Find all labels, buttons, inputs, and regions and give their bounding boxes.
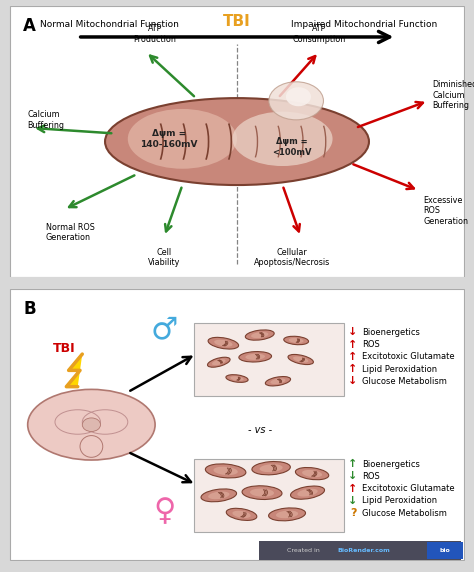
Ellipse shape: [297, 488, 318, 496]
Ellipse shape: [269, 508, 306, 521]
Ellipse shape: [27, 390, 155, 460]
Ellipse shape: [128, 109, 237, 169]
Ellipse shape: [265, 376, 291, 386]
Text: ROS: ROS: [362, 472, 380, 481]
Text: B: B: [23, 300, 36, 317]
Text: TBI: TBI: [223, 14, 251, 29]
Ellipse shape: [82, 418, 100, 431]
Text: BioRender.com: BioRender.com: [337, 548, 390, 553]
Ellipse shape: [232, 112, 333, 166]
Ellipse shape: [284, 336, 309, 345]
Text: - vs -: - vs -: [248, 424, 272, 435]
Ellipse shape: [239, 352, 272, 362]
Text: ↑: ↑: [348, 459, 358, 469]
Text: Bioenergetics: Bioenergetics: [362, 328, 420, 337]
Text: ATP
Production: ATP Production: [134, 25, 176, 44]
Text: ↓: ↓: [348, 496, 358, 506]
Ellipse shape: [246, 353, 265, 360]
Text: Excitotoxic Glutamate: Excitotoxic Glutamate: [362, 352, 455, 362]
Ellipse shape: [302, 470, 322, 477]
Text: bio: bio: [439, 548, 450, 553]
Ellipse shape: [208, 337, 238, 349]
FancyBboxPatch shape: [10, 289, 464, 561]
Ellipse shape: [250, 488, 274, 496]
Ellipse shape: [269, 82, 323, 120]
Text: A: A: [23, 17, 36, 34]
Text: Normal ROS
Generation: Normal ROS Generation: [46, 223, 95, 243]
FancyBboxPatch shape: [427, 542, 463, 559]
Ellipse shape: [288, 355, 313, 364]
FancyBboxPatch shape: [10, 6, 464, 277]
Ellipse shape: [208, 491, 229, 499]
Ellipse shape: [295, 467, 329, 480]
Ellipse shape: [212, 359, 226, 365]
Text: ?: ?: [350, 508, 356, 518]
Text: Lipid Peroxidation: Lipid Peroxidation: [362, 364, 437, 374]
Text: Glucose Metabolism: Glucose Metabolism: [362, 509, 447, 518]
Ellipse shape: [293, 356, 308, 363]
Text: ↑: ↑: [348, 352, 358, 362]
Ellipse shape: [242, 486, 282, 499]
Text: ATP
Consumption: ATP Consumption: [292, 25, 346, 44]
Text: Δψm =
<100mV: Δψm = <100mV: [272, 137, 311, 157]
Ellipse shape: [289, 338, 303, 343]
Text: ↓: ↓: [348, 471, 358, 481]
Text: ↑: ↑: [348, 364, 358, 374]
FancyBboxPatch shape: [194, 323, 344, 396]
Ellipse shape: [201, 489, 237, 502]
Text: Bioenergetics: Bioenergetics: [362, 460, 420, 468]
Ellipse shape: [226, 509, 257, 521]
Text: ↑: ↑: [348, 340, 358, 349]
Ellipse shape: [276, 510, 298, 518]
Text: Δψm =
140-160mV: Δψm = 140-160mV: [140, 129, 198, 149]
Text: Lipid Peroxidation: Lipid Peroxidation: [362, 496, 437, 505]
Text: ↓: ↓: [348, 327, 358, 337]
Ellipse shape: [251, 332, 268, 338]
Polygon shape: [66, 354, 82, 387]
Text: Diminished
Calcium
Buffering: Diminished Calcium Buffering: [433, 81, 474, 110]
Text: ROS: ROS: [362, 340, 380, 349]
Ellipse shape: [214, 340, 233, 347]
Ellipse shape: [80, 436, 103, 458]
Ellipse shape: [208, 358, 230, 367]
Text: Excitotoxic Glutamate: Excitotoxic Glutamate: [362, 484, 455, 493]
Ellipse shape: [286, 88, 311, 106]
Text: Calcium
Buffering: Calcium Buffering: [27, 110, 64, 129]
FancyBboxPatch shape: [194, 459, 344, 532]
Ellipse shape: [232, 511, 251, 518]
Text: ↑: ↑: [348, 483, 358, 494]
Text: ↓: ↓: [348, 376, 358, 386]
Text: Cellular
Apoptosis/Necrosis: Cellular Apoptosis/Necrosis: [254, 248, 330, 267]
Text: Excessive
ROS
Generation: Excessive ROS Generation: [424, 196, 469, 226]
Text: ♂: ♂: [151, 315, 178, 344]
Ellipse shape: [226, 375, 248, 382]
Text: Normal Mitochondrial Function: Normal Mitochondrial Function: [40, 20, 179, 29]
Ellipse shape: [246, 330, 274, 340]
Ellipse shape: [213, 467, 238, 475]
Text: Cell
Viability: Cell Viability: [148, 248, 181, 267]
Ellipse shape: [230, 376, 244, 381]
Ellipse shape: [291, 486, 325, 499]
Ellipse shape: [270, 379, 285, 384]
Ellipse shape: [105, 98, 369, 185]
Ellipse shape: [205, 464, 246, 478]
FancyBboxPatch shape: [259, 541, 461, 560]
Text: Glucose Metabolism: Glucose Metabolism: [362, 377, 447, 386]
Ellipse shape: [252, 462, 291, 475]
Text: Impaired Mitochondrial Function: Impaired Mitochondrial Function: [292, 20, 438, 29]
Text: ♀: ♀: [153, 497, 175, 526]
Text: TBI: TBI: [53, 342, 75, 355]
Ellipse shape: [260, 464, 283, 472]
Text: Created in: Created in: [287, 548, 320, 553]
